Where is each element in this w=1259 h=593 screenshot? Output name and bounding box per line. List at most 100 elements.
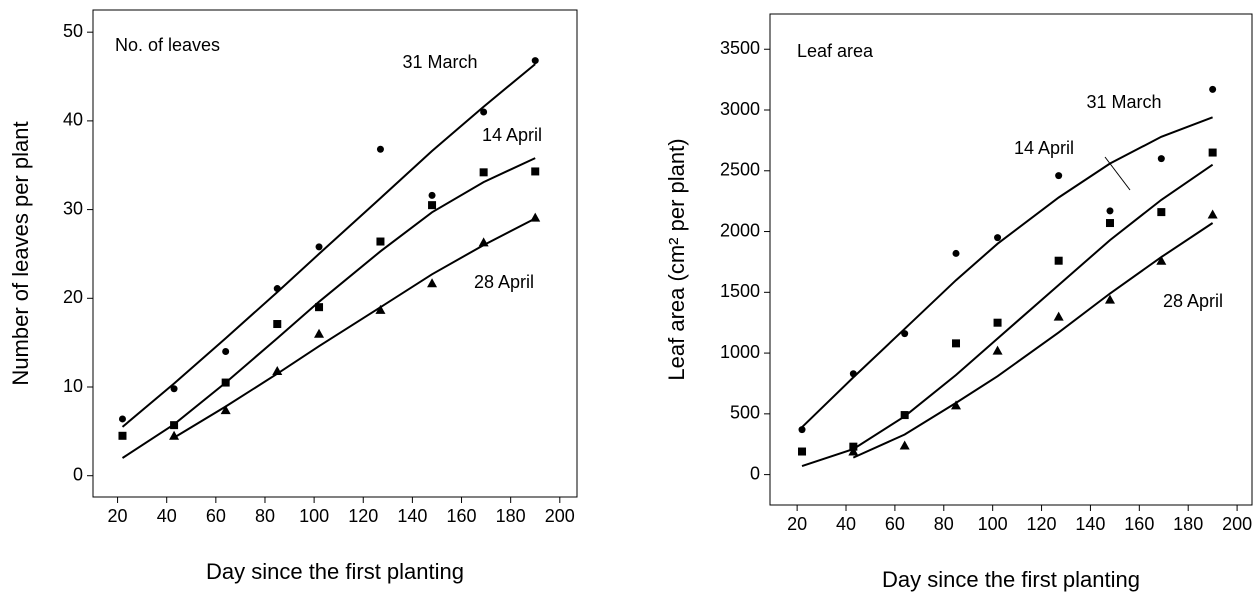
- x-tick-label: 40: [836, 514, 856, 534]
- x-tick-label: 20: [108, 506, 128, 526]
- point: [798, 426, 806, 434]
- x-tick-label: 200: [545, 506, 575, 526]
- point: [376, 145, 384, 153]
- x-tick-label: 160: [447, 506, 477, 526]
- plot-frame: [92, 9, 578, 498]
- point: [118, 431, 127, 440]
- point: [427, 278, 438, 288]
- x-axis-title: Day since the first planting: [882, 567, 1140, 592]
- y-tick-label: 10: [63, 376, 83, 396]
- point: [272, 366, 283, 376]
- fit-curve: [121, 63, 536, 428]
- y-tick-label: 3000: [720, 99, 760, 119]
- point: [900, 411, 909, 420]
- point: [118, 415, 126, 423]
- annotation-leader: [1104, 156, 1131, 191]
- fit-curve: [121, 157, 536, 459]
- point: [376, 237, 385, 246]
- fit-curve: [852, 222, 1214, 459]
- point: [428, 191, 436, 199]
- point: [530, 212, 541, 222]
- x-tick-label: 140: [1075, 514, 1105, 534]
- point: [1053, 311, 1064, 321]
- y-axis-title: Number of leaves per plant: [8, 121, 33, 385]
- y-tick-label: 0: [73, 464, 83, 484]
- point: [1054, 256, 1063, 265]
- point: [1104, 294, 1115, 304]
- x-tick-label: 120: [1027, 514, 1057, 534]
- point: [1207, 209, 1218, 219]
- point: [531, 167, 540, 176]
- point: [170, 385, 178, 393]
- point: [994, 234, 1002, 242]
- y-tick-label: 500: [730, 403, 760, 423]
- point: [1157, 208, 1166, 217]
- series-annotation: 28 April: [1163, 291, 1223, 311]
- y-tick-label: 20: [63, 287, 83, 307]
- point: [1055, 172, 1063, 180]
- panel-label: Leaf area: [797, 41, 874, 61]
- x-axis-title: Day since the first planting: [206, 559, 464, 584]
- point: [993, 318, 1002, 327]
- x-tick-label: 60: [206, 506, 226, 526]
- y-tick-label: 1000: [720, 342, 760, 362]
- x-tick-label: 60: [885, 514, 905, 534]
- point: [315, 243, 323, 251]
- x-tick-label: 140: [397, 506, 427, 526]
- point: [480, 108, 488, 116]
- y-tick-label: 50: [63, 21, 83, 41]
- x-tick-label: 80: [255, 506, 275, 526]
- x-tick-label: 180: [1173, 514, 1203, 534]
- point: [1209, 85, 1217, 93]
- point: [1157, 155, 1165, 163]
- point: [1156, 255, 1167, 265]
- point: [901, 330, 909, 338]
- y-tick-label: 2500: [720, 160, 760, 180]
- y-tick-label: 1500: [720, 281, 760, 301]
- panel: 20 40 60 80 100 120 140 160 180 200 0 10 20 30 40 50 Day…: [8, 9, 578, 584]
- y-tick-label: 3500: [720, 38, 760, 58]
- point: [899, 440, 910, 450]
- point: [1106, 207, 1114, 215]
- plot-frame: [769, 13, 1253, 506]
- point: [315, 303, 324, 312]
- x-tick-label: 160: [1124, 514, 1154, 534]
- series-annotation: 14 April: [482, 125, 542, 145]
- y-tick-label: 40: [63, 110, 83, 130]
- fit-curve: [801, 163, 1214, 468]
- y-tick-label: 30: [63, 198, 83, 218]
- point: [848, 446, 859, 456]
- x-tick-label: 120: [348, 506, 378, 526]
- point: [952, 339, 961, 348]
- point: [314, 328, 325, 338]
- series-annotation: 31 March: [1086, 92, 1161, 112]
- y-tick-label: 0: [750, 463, 760, 483]
- point: [221, 378, 230, 387]
- point: [273, 285, 281, 293]
- y-tick-label: 2000: [720, 220, 760, 240]
- series-annotation: 28 April: [474, 272, 534, 292]
- point: [951, 400, 962, 410]
- panel: 20 40 60 80 100 120 140 160 180 20005001000150020…: [664, 13, 1253, 592]
- series-annotation: 14 April: [1014, 138, 1074, 158]
- point: [479, 168, 488, 177]
- point: [478, 237, 489, 247]
- point: [170, 421, 179, 430]
- x-tick-label: 200: [1222, 514, 1252, 534]
- x-tick-label: 100: [978, 514, 1008, 534]
- fit-curve: [173, 217, 536, 439]
- y-axis-title: Leaf area (cm² per plant): [664, 138, 689, 380]
- point: [1105, 219, 1114, 228]
- x-tick-label: 80: [934, 514, 954, 534]
- point: [531, 57, 539, 65]
- point: [1208, 148, 1217, 157]
- point: [169, 430, 180, 440]
- point: [992, 345, 1003, 355]
- x-tick-label: 180: [496, 506, 526, 526]
- point: [428, 201, 437, 210]
- point: [273, 320, 282, 329]
- point: [222, 348, 230, 356]
- point: [375, 304, 386, 314]
- series-annotation: 31 March: [402, 52, 477, 72]
